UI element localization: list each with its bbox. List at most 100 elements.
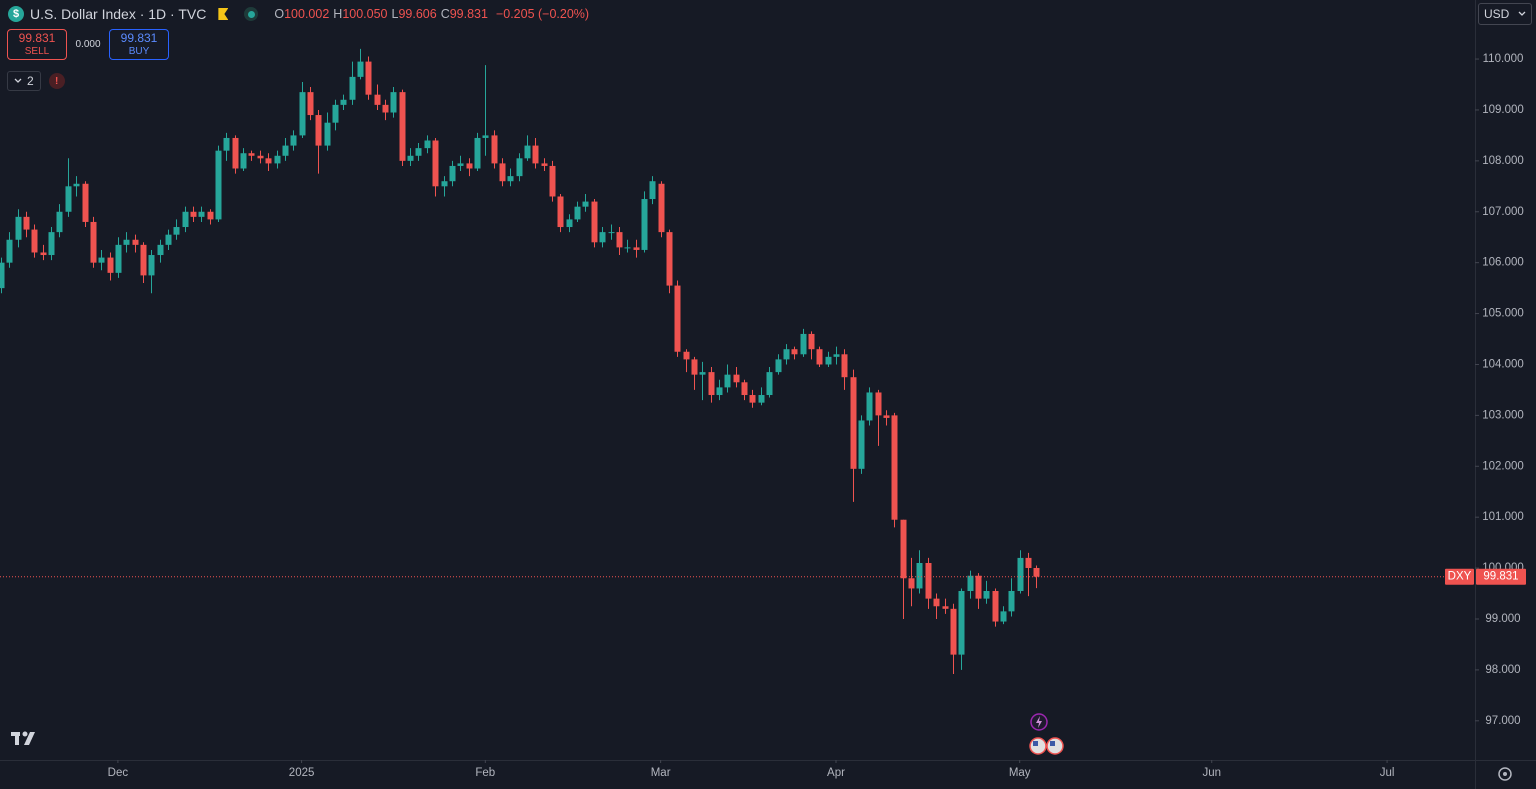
flag-icon[interactable] xyxy=(218,8,229,20)
candle-body xyxy=(90,221,97,263)
candle-body xyxy=(457,163,464,166)
candle-body xyxy=(265,158,272,164)
candle-body xyxy=(582,201,589,207)
ohlc-legend: O100.002 H100.050 L99.606 C99.831 xyxy=(274,7,488,21)
indicators-count: 2 xyxy=(27,74,34,88)
candle-body xyxy=(541,163,548,166)
candle-body xyxy=(808,333,815,350)
candle-body xyxy=(190,211,197,217)
buy-button[interactable]: 99.831 BUY xyxy=(109,29,169,60)
x-tick-label: Dec xyxy=(108,767,129,779)
warning-icon[interactable]: ! xyxy=(48,73,65,89)
currency-selector[interactable]: USD xyxy=(1478,3,1532,25)
candle-body xyxy=(641,199,648,250)
candle-body xyxy=(992,590,999,622)
candle-body xyxy=(983,590,990,599)
candle-body xyxy=(407,155,414,161)
candle-body xyxy=(958,590,965,655)
change-label: −0.205 (−0.20%) xyxy=(495,7,590,21)
candle-body xyxy=(248,153,255,156)
candle-body xyxy=(549,165,556,197)
candle-body xyxy=(357,61,364,77)
candle-body xyxy=(850,377,857,469)
candle-body xyxy=(875,392,882,416)
candle-body xyxy=(491,135,498,164)
symbol-title[interactable]: U.S. Dollar Index · 1D · TVC xyxy=(30,6,207,22)
candle-body xyxy=(23,216,30,230)
ohlc-label: H xyxy=(333,7,343,21)
candle-body xyxy=(274,155,281,164)
candle-body xyxy=(557,196,564,228)
tv-logo xyxy=(11,731,35,745)
chevron xyxy=(14,78,22,83)
candle-body xyxy=(516,158,523,177)
candle-body xyxy=(933,598,940,607)
candle-body xyxy=(1000,611,1007,622)
ohlc-value: 99.831 xyxy=(449,7,488,21)
x-tick-label: Mar xyxy=(651,767,671,779)
y-tick-label: 106.000 xyxy=(1482,257,1524,269)
candle-body xyxy=(415,148,422,156)
candle-body xyxy=(257,155,264,159)
candle-body xyxy=(841,354,848,378)
indicators-toggle[interactable]: 2 xyxy=(7,71,41,91)
candle-body xyxy=(290,135,297,146)
y-tick-label: 110.000 xyxy=(1483,53,1524,65)
symbol-icon: $ xyxy=(8,6,24,22)
candle-body xyxy=(232,137,239,169)
indicators-bar: 2 ! xyxy=(7,71,65,91)
candle-body xyxy=(800,333,807,355)
y-tick-label: 105.000 xyxy=(1482,308,1524,320)
candle-body xyxy=(624,247,631,249)
settings-icon[interactable] xyxy=(1498,767,1512,781)
y-tick-label: 101.000 xyxy=(1482,511,1524,523)
candle-body xyxy=(382,104,389,113)
candle-body xyxy=(608,232,615,234)
candle-body xyxy=(173,227,180,235)
candle-body xyxy=(724,374,731,388)
candle-body xyxy=(507,176,514,182)
candle-body xyxy=(908,578,915,589)
event-icons[interactable] xyxy=(1029,713,1064,755)
candle-body xyxy=(40,252,47,256)
x-tick-label: Jul xyxy=(1380,767,1395,779)
candle-body xyxy=(633,247,640,250)
candle-body xyxy=(73,183,80,187)
y-tick-label: 107.000 xyxy=(1482,206,1524,218)
y-tick-label: 102.000 xyxy=(1482,460,1524,472)
candle-body xyxy=(299,92,306,136)
candle-body xyxy=(683,351,690,360)
candle-body xyxy=(98,257,105,263)
candle-body xyxy=(524,145,531,159)
candle-body xyxy=(599,232,606,243)
candle-body xyxy=(741,382,748,396)
candle-body xyxy=(6,239,13,263)
symbol-label: DXY xyxy=(1448,571,1472,583)
candle-body xyxy=(432,140,439,187)
sell-button[interactable]: 99.831 SELL xyxy=(7,29,67,60)
candle-body xyxy=(48,232,55,256)
candle-body xyxy=(474,137,481,169)
sell-label: SELL xyxy=(24,45,50,57)
ohlc-label: O xyxy=(274,7,285,21)
market-status xyxy=(244,7,259,21)
candle-body xyxy=(950,608,957,655)
ohlc-label: C xyxy=(440,7,450,21)
candle-body xyxy=(374,94,381,105)
candle-body xyxy=(566,219,573,228)
candle-body xyxy=(967,575,974,591)
legend-header: $ U.S. Dollar Index · 1D · TVC O100.002 H… xyxy=(8,4,589,24)
candle-body xyxy=(107,257,114,273)
last-price-box xyxy=(1476,568,1526,585)
candle-body xyxy=(65,186,72,212)
candle-body xyxy=(691,359,698,375)
candle-body xyxy=(816,349,823,365)
candle-body xyxy=(833,354,840,357)
candle-body xyxy=(140,244,147,276)
candle-body xyxy=(749,395,756,403)
candle-body xyxy=(658,183,665,233)
candle-body xyxy=(574,206,581,220)
x-tick-label: Apr xyxy=(827,767,845,779)
candle-body xyxy=(482,135,489,138)
candle-body xyxy=(942,606,949,609)
